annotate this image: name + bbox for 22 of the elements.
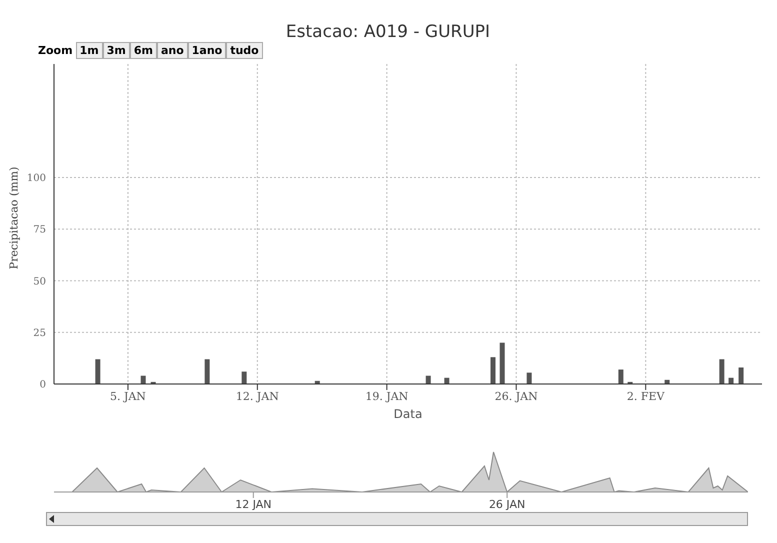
y-tick-label: 75 xyxy=(33,224,46,236)
text: 3m xyxy=(102,42,130,59)
text: 1ano xyxy=(188,42,226,59)
x-tick-label: 26 JAN xyxy=(488,498,526,511)
x-tick-label: 5. JAN xyxy=(110,390,146,403)
text: Zoom xyxy=(38,44,73,57)
y-tick-label: 100 xyxy=(26,173,46,184)
text: 6m xyxy=(130,42,157,59)
x-tick-label: 12 JAN xyxy=(235,498,272,511)
x-tick-label: 2. FEV xyxy=(626,390,666,403)
y-tick-label: 0 xyxy=(40,380,46,391)
x-tick-label: 19. JAN xyxy=(365,390,409,403)
y-tick-label: 25 xyxy=(33,328,46,339)
x-tick-label: 26. JAN xyxy=(494,390,538,403)
x-axis-title: Data xyxy=(394,407,422,421)
y-axis-title: Precipitacao (mm) xyxy=(8,166,20,270)
x-tick-label: 12. JAN xyxy=(236,390,280,403)
y-tick-label: 50 xyxy=(33,276,46,288)
text: ano xyxy=(156,42,188,59)
text: 1m xyxy=(76,42,103,59)
chart-title: Estacao: A019 - GURUPI xyxy=(284,22,492,42)
text: tudo xyxy=(226,42,263,59)
